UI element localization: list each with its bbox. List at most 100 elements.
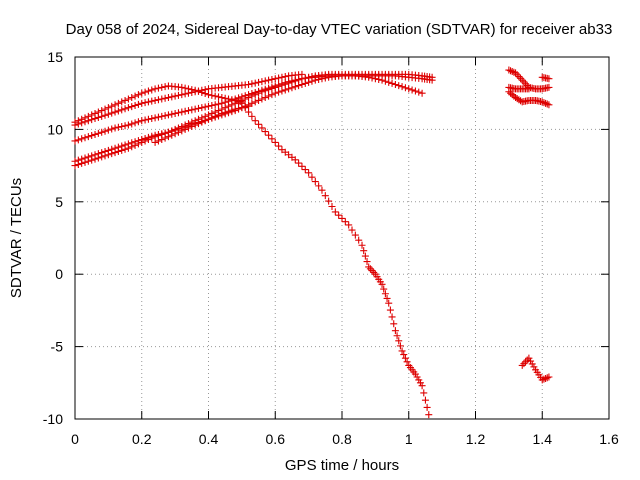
data-point — [545, 75, 553, 83]
data-point-interp — [121, 122, 129, 130]
series-track-f — [151, 102, 253, 146]
data-point — [124, 95, 132, 103]
data-point — [98, 112, 106, 120]
data-point-interp — [398, 83, 406, 91]
data-point — [331, 208, 339, 216]
x-tick-label: 1.6 — [599, 431, 619, 447]
data-point-interp — [395, 337, 403, 345]
data-point-interp — [91, 115, 99, 123]
data-point-interp — [158, 83, 166, 91]
data-point — [178, 127, 186, 135]
data-point-interp — [261, 128, 269, 136]
data-point-interp — [308, 173, 316, 181]
data-point-interp — [114, 107, 122, 115]
data-point — [258, 88, 266, 96]
data-point-interp — [201, 103, 209, 111]
data-point-interp — [101, 152, 109, 160]
data-point-interp — [81, 158, 89, 166]
data-point-interp — [527, 357, 535, 365]
data-point-interp — [188, 123, 196, 131]
data-point-interp — [245, 108, 253, 116]
data-point-interp — [171, 130, 179, 138]
data-point-interp — [78, 159, 86, 167]
data-point-interp — [94, 154, 102, 162]
data-point — [391, 81, 399, 89]
data-point-interp — [508, 67, 516, 75]
series-track-l — [518, 354, 553, 384]
data-point-interp — [528, 360, 536, 368]
data-point-interp — [275, 82, 283, 90]
data-point-interp — [393, 332, 401, 340]
data-point-interp — [158, 112, 166, 120]
data-point-interp — [415, 376, 423, 384]
data-point-interp — [221, 108, 229, 116]
data-point-interp — [295, 159, 303, 167]
data-point-interp — [255, 78, 263, 86]
series-track-g — [238, 99, 433, 419]
data-point-interp — [181, 107, 189, 115]
data-point — [345, 221, 353, 229]
data-point-interp — [251, 91, 259, 99]
data-point-interp — [181, 90, 189, 98]
data-point — [151, 138, 159, 146]
data-point-interp — [121, 145, 129, 153]
data-point — [205, 102, 212, 110]
data-point — [525, 354, 533, 362]
data-point-interp — [301, 166, 309, 174]
data-point-interp — [74, 136, 82, 144]
data-point — [258, 95, 266, 103]
data-point-interp — [381, 77, 389, 85]
data-point-interp — [388, 313, 396, 321]
data-point-interp — [540, 99, 548, 107]
data-point-interp — [118, 98, 126, 106]
data-point — [164, 94, 172, 102]
data-point — [124, 104, 132, 112]
data-point-interp — [194, 120, 202, 128]
data-point-interp — [108, 109, 116, 117]
data-point-interp — [258, 124, 266, 132]
data-point-interp — [248, 80, 256, 88]
data-point — [238, 99, 246, 107]
data-point-interp — [271, 138, 279, 146]
x-tick-label: 0.4 — [199, 431, 219, 447]
data-point-interp — [255, 120, 263, 128]
series-track-e — [71, 70, 436, 170]
data-point-interp — [395, 82, 403, 90]
data-point-interp — [248, 112, 256, 120]
x-tick-label: 0.2 — [132, 431, 152, 447]
data-point-interp — [251, 98, 259, 106]
data-point-interp — [388, 79, 396, 87]
data-point — [385, 299, 393, 307]
data-point-interp — [390, 320, 398, 328]
data-point — [545, 101, 553, 109]
data-point-interp — [74, 120, 82, 128]
data-point-interp — [542, 99, 550, 107]
data-point-interp — [128, 94, 136, 102]
data-point-interp — [211, 101, 219, 109]
data-point-interp — [268, 75, 276, 83]
data-point — [378, 280, 386, 288]
data-point-interp — [315, 182, 323, 190]
data-point — [84, 133, 92, 141]
data-point-interp — [308, 73, 316, 81]
data-point-interp — [91, 155, 99, 163]
data-point-interp — [148, 97, 156, 105]
data-point — [305, 169, 313, 177]
data-point-interp — [198, 86, 206, 94]
data-point-interp — [101, 111, 109, 119]
x-tick-label: 1 — [405, 431, 413, 447]
data-point-interp — [154, 113, 162, 121]
data-point-interp — [158, 136, 166, 144]
data-point — [545, 83, 553, 91]
data-point — [251, 117, 259, 125]
data-point-interp — [121, 105, 129, 113]
data-point-interp — [508, 91, 516, 99]
data-point-interp — [78, 135, 86, 143]
data-point-interp — [241, 95, 249, 103]
data-point — [98, 153, 106, 161]
data-point-interp — [408, 86, 416, 94]
data-point — [178, 91, 186, 99]
data-point-interp — [248, 92, 256, 100]
data-point-interp — [144, 87, 152, 95]
